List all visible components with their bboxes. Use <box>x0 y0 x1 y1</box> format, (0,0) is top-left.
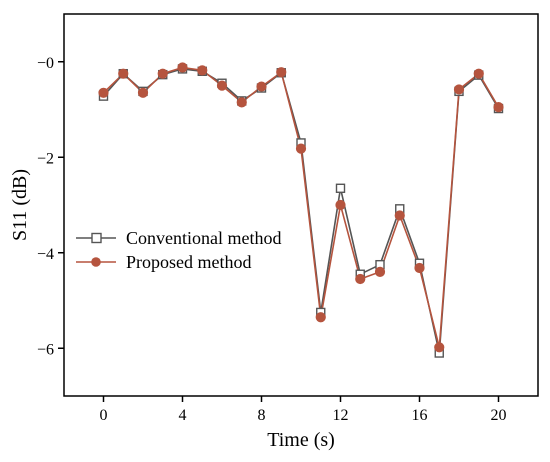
series-markers <box>98 62 504 358</box>
y-tick-label: −2 <box>37 150 54 167</box>
y-tick-label: −4 <box>37 246 54 263</box>
series-2-point <box>355 273 366 285</box>
series-2-point <box>453 84 465 95</box>
plot-frame <box>63 13 539 397</box>
series-2-point <box>256 81 267 92</box>
series-2-point <box>197 65 208 76</box>
legend-marker-circle <box>91 257 101 267</box>
series-2-point <box>137 87 149 98</box>
legend: Conventional method Proposed method <box>76 228 281 272</box>
x-tick-label: 16 <box>412 407 428 424</box>
series-2-point <box>473 68 484 79</box>
series-2-point <box>335 199 346 211</box>
series-2-point <box>374 266 386 277</box>
series-2-point <box>216 80 228 91</box>
series-2-point <box>434 342 445 353</box>
y-tick-label: −6 <box>37 341 54 358</box>
series-2-point <box>118 68 129 79</box>
series-2-point <box>295 143 307 154</box>
series-2-point <box>157 68 168 79</box>
legend-label: Proposed method <box>126 252 252 272</box>
x-tick-label: 20 <box>491 407 507 424</box>
y-axis-ticks: −0 −2 −4 −6 <box>37 55 64 358</box>
series-2-point <box>315 312 326 323</box>
x-axis-ticks: 0 4 8 12 16 20 <box>100 396 507 424</box>
legend-marker-square <box>91 232 102 244</box>
x-axis-label: Time (s) <box>267 429 335 451</box>
series-2-point <box>236 97 247 108</box>
series-2-point <box>276 67 287 78</box>
series-2-point <box>394 210 405 221</box>
series-2-point <box>177 62 188 73</box>
x-tick-label: 8 <box>258 407 266 424</box>
legend-label: Conventional method <box>126 228 281 248</box>
x-tick-label: 0 <box>100 407 108 424</box>
y-tick-label: −0 <box>37 55 54 72</box>
x-tick-label: 4 <box>179 407 187 424</box>
series-2-point <box>493 102 504 113</box>
y-axis-label: S11 (dB) <box>9 169 31 241</box>
x-tick-label: 12 <box>333 407 349 424</box>
series-2-point <box>98 87 109 98</box>
series-2-point <box>414 262 425 274</box>
series-1-point <box>335 183 346 193</box>
